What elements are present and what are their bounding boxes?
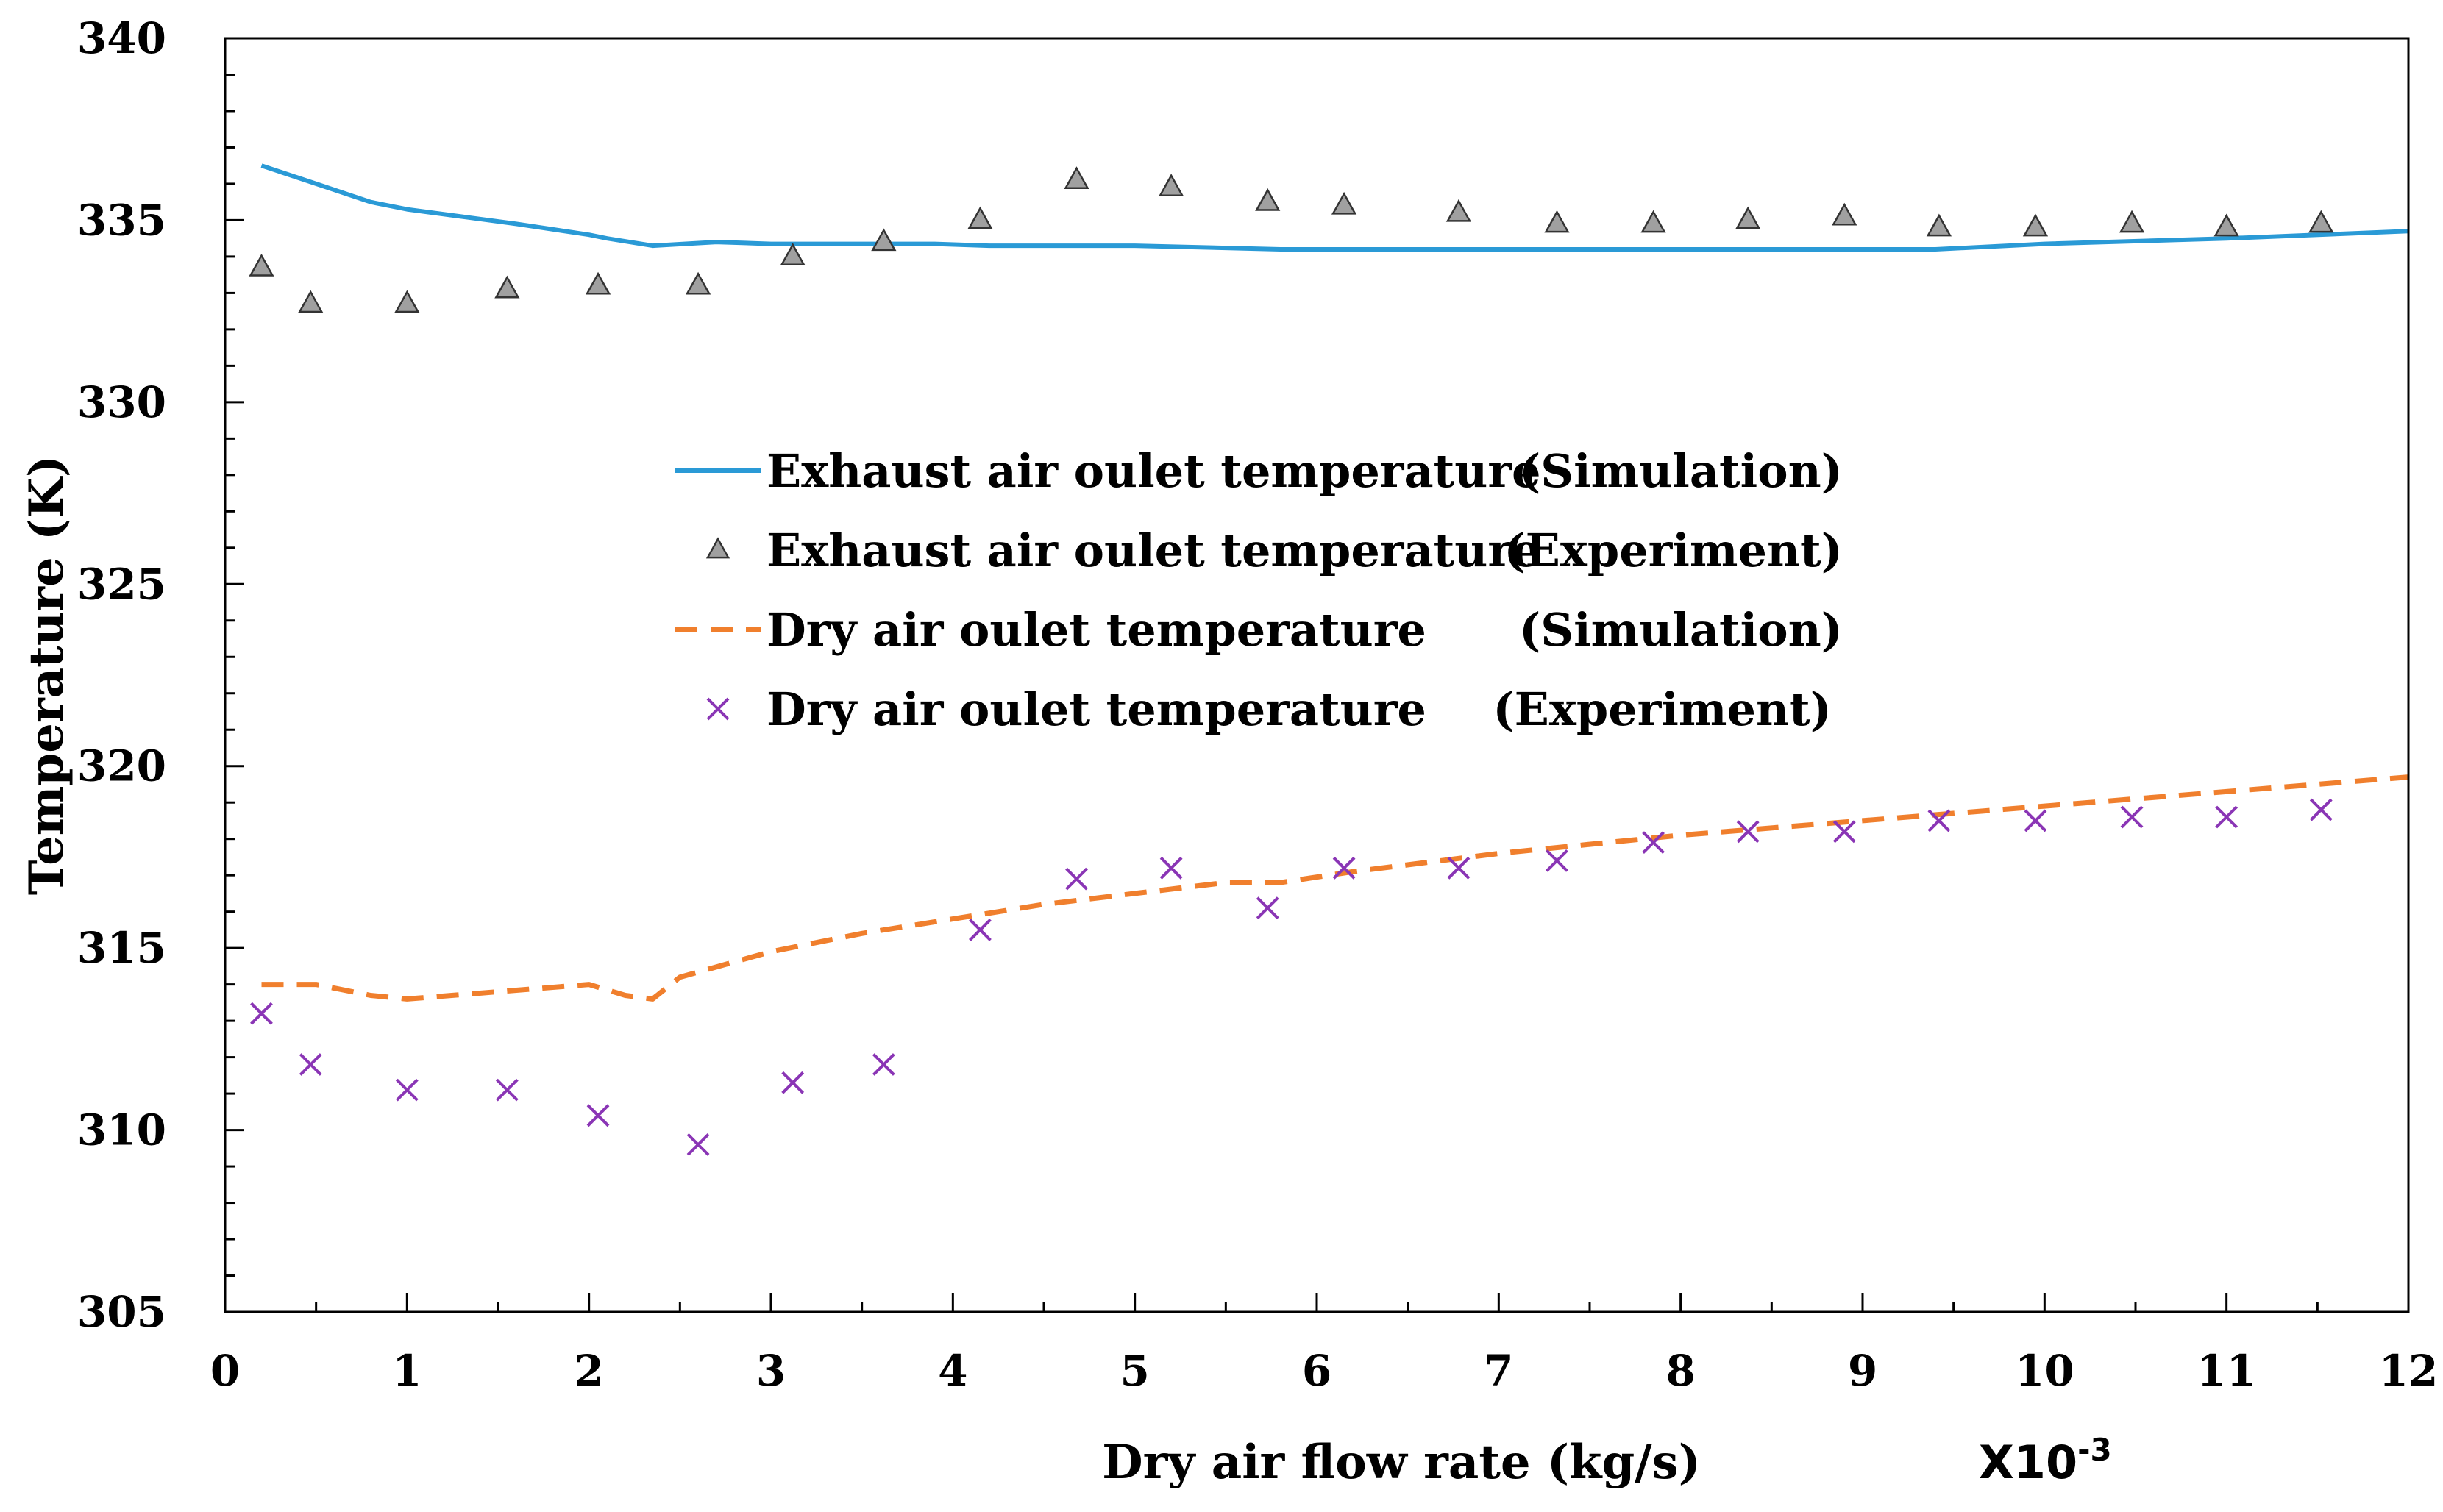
data-point xyxy=(2309,798,2333,821)
data-point xyxy=(872,1053,895,1076)
x-tick-label: 12 xyxy=(2379,1346,2439,1396)
legend-entry-2: Dry air oulet temperature (Simulation) xyxy=(675,603,1843,657)
x-axis-scale-base: X10 xyxy=(1979,1436,2077,1489)
data-point xyxy=(1642,831,1665,855)
data-point xyxy=(585,271,611,295)
x-tick-label: 2 xyxy=(574,1346,603,1396)
legend-label-method: (Experiment) xyxy=(1504,524,1843,577)
data-point xyxy=(586,1104,610,1127)
data-point xyxy=(1065,867,1088,891)
data-point xyxy=(1832,820,1856,844)
data-point xyxy=(299,1053,322,1076)
data-point xyxy=(1256,896,1279,920)
y-tick-label: 335 xyxy=(77,195,166,245)
data-point xyxy=(686,1133,710,1156)
series-3 xyxy=(250,798,2333,1156)
data-point xyxy=(781,1071,805,1094)
legend-entry-3: Dry air oulet temperature (Experiment) xyxy=(706,682,1832,736)
x-tick-label: 6 xyxy=(1302,1346,1331,1396)
data-point xyxy=(685,271,711,295)
x-tick-label: 4 xyxy=(938,1346,967,1396)
data-point xyxy=(1736,820,1760,844)
data-point xyxy=(495,1078,519,1102)
x-tick-label: 11 xyxy=(2197,1346,2256,1396)
data-point xyxy=(2213,213,2239,237)
data-point xyxy=(1064,166,1089,190)
data-point xyxy=(1331,191,1357,215)
data-point xyxy=(1735,206,1761,229)
data-point xyxy=(2120,805,2144,829)
y-tick-label: 330 xyxy=(77,377,166,427)
data-point xyxy=(395,1078,419,1102)
data-point xyxy=(871,228,897,252)
data-point xyxy=(298,290,324,313)
data-point xyxy=(2119,210,2145,233)
data-point xyxy=(394,290,420,313)
data-point xyxy=(1159,856,1183,880)
x-tick-label: 9 xyxy=(1848,1346,1877,1396)
x-axis-scale-exponent: -3 xyxy=(2077,1432,2112,1468)
x-tick-label: 3 xyxy=(756,1346,786,1396)
data-point xyxy=(1926,213,1952,237)
series-2 xyxy=(261,774,2409,1002)
data-point xyxy=(249,253,274,277)
legend: Exhaust air oulet temperature(Simulation… xyxy=(675,444,1843,736)
legend-label: Dry air oulet temperature xyxy=(767,603,1426,657)
data-point xyxy=(1255,188,1281,211)
data-point xyxy=(1544,210,1570,233)
data-point xyxy=(2022,213,2049,237)
series-line xyxy=(261,774,2409,1002)
legend-label-method: (Experiment) xyxy=(1493,682,1832,736)
x-tick-label: 10 xyxy=(2015,1346,2074,1396)
legend-swatch xyxy=(705,537,730,559)
data-point xyxy=(2308,210,2334,233)
data-point xyxy=(969,918,992,941)
data-point xyxy=(2024,809,2047,832)
x-axis-title: Dry air flow rate (kg/s) xyxy=(1102,1435,1701,1490)
data-point xyxy=(494,275,520,299)
y-tick-label: 305 xyxy=(77,1287,166,1337)
series-1 xyxy=(249,166,2334,313)
y-tick-label: 325 xyxy=(77,559,166,609)
data-point xyxy=(1640,210,1666,233)
y-tick-label: 315 xyxy=(77,923,166,973)
x-tick-label: 7 xyxy=(1484,1346,1513,1396)
legend-label: Exhaust air oulet temperature xyxy=(767,524,1540,577)
y-axis-title: Temperature (K) xyxy=(19,455,74,895)
data-point xyxy=(1159,174,1184,196)
legend-label-method: (Simulation) xyxy=(1519,444,1843,498)
legend-entry-1: Exhaust air oulet temperature(Experiment… xyxy=(705,524,1843,577)
data-point xyxy=(1445,199,1472,222)
series-line xyxy=(260,163,2409,252)
legend-swatch xyxy=(706,697,730,721)
legend-label: Exhaust air oulet temperature xyxy=(767,444,1540,498)
data-point xyxy=(1447,856,1471,880)
x-tick-label: 8 xyxy=(1665,1346,1695,1396)
data-point xyxy=(967,206,993,229)
series-0 xyxy=(260,163,2409,252)
legend-label: Dry air oulet temperature xyxy=(767,682,1426,736)
x-tick-label: 5 xyxy=(1120,1346,1149,1396)
data-point xyxy=(780,243,806,265)
legend-entry-0: Exhaust air oulet temperature(Simulation… xyxy=(675,444,1843,498)
x-tick-label: 0 xyxy=(210,1346,240,1396)
x-tick-label: 1 xyxy=(392,1346,422,1396)
legend-label-method: (Simulation) xyxy=(1519,603,1843,657)
data-point xyxy=(2215,805,2238,829)
data-point xyxy=(250,1002,273,1025)
y-tick-label: 310 xyxy=(77,1105,166,1155)
data-point xyxy=(1927,809,1951,832)
y-tick-label: 340 xyxy=(77,13,166,63)
data-point xyxy=(1546,849,1568,872)
data-point xyxy=(1332,856,1356,880)
x-axis-scale-note: X10-3 xyxy=(1979,1432,2112,1489)
data-point xyxy=(1832,202,1857,226)
y-tick-label: 320 xyxy=(77,741,166,791)
